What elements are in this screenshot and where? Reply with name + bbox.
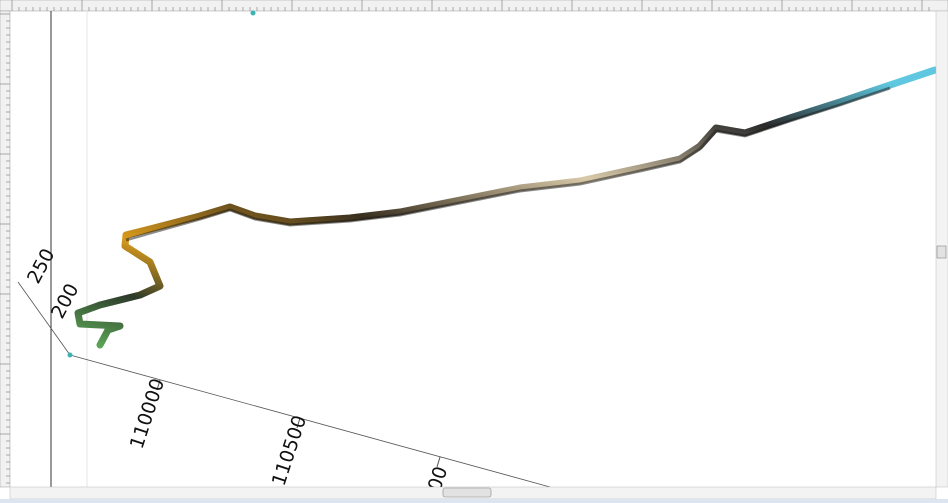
app: 250 200 110000 110500 00 (() => { const … [0,0,948,503]
axis-origin [68,353,73,358]
scroll-thumb[interactable] [937,246,946,258]
scroll-thumb[interactable] [443,488,491,497]
viewport: 250 200 110000 110500 00 [0,0,948,503]
ruler-marker [251,11,256,16]
left-ruler [0,11,10,487]
status-strip [0,499,948,503]
